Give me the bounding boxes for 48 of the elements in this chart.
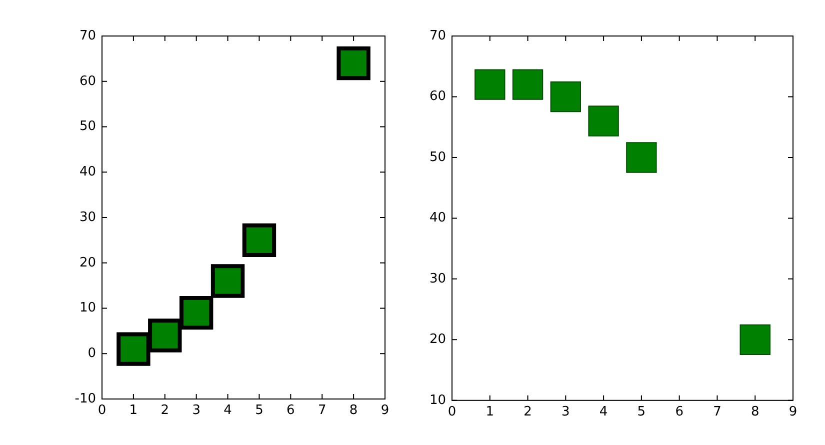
- x-tick-label: 0: [98, 403, 106, 418]
- point: [179, 296, 214, 330]
- x-tick-label: 8: [349, 403, 358, 418]
- point: [740, 324, 770, 356]
- y-tick-label: 0: [88, 346, 96, 361]
- y-tick-label: 60: [79, 74, 96, 89]
- point: [116, 332, 150, 366]
- x-tick-label: 1: [486, 404, 494, 420]
- y-tick-label: 70: [79, 28, 96, 44]
- point: [626, 142, 657, 173]
- y-tick-label: 10: [79, 300, 96, 316]
- x-tick-label: 8: [750, 404, 760, 420]
- x-tick-label: 5: [637, 404, 646, 420]
- point: [210, 264, 245, 298]
- y-tick-label: 70: [429, 28, 446, 44]
- y-tick-label: 20: [429, 332, 446, 348]
- point: [474, 69, 506, 100]
- y-tick-label: 60: [429, 89, 446, 104]
- x-tick-label: 1: [129, 403, 138, 418]
- point: [512, 69, 544, 100]
- x-tick-label: 6: [675, 404, 684, 420]
- y-tick-label: -10: [74, 391, 96, 406]
- x-tick-label: 2: [160, 403, 170, 418]
- point: [242, 223, 276, 258]
- x-tick-label: 4: [224, 403, 232, 418]
- x-tick-label: 4: [599, 404, 608, 420]
- x-tick-label: 2: [524, 404, 532, 420]
- point: [336, 46, 370, 80]
- x-tick-label: 5: [255, 403, 264, 418]
- x-tick-label: 6: [286, 403, 295, 418]
- y-tick-label: 30: [429, 271, 446, 286]
- y-tick-label: 20: [79, 255, 96, 270]
- x-tick-label: 9: [788, 404, 798, 420]
- point: [550, 81, 582, 112]
- y-tick-label: 50: [429, 150, 446, 165]
- x-tick-label: 3: [192, 403, 200, 418]
- y-tick-label: 50: [79, 119, 96, 134]
- x-tick-label: 7: [713, 404, 722, 420]
- y-tick-label: 40: [429, 210, 446, 226]
- y-tick-label: 40: [79, 164, 96, 180]
- x-tick-label: 0: [448, 404, 456, 420]
- point: [588, 106, 619, 136]
- x-tick-label: 9: [380, 403, 390, 418]
- x-tick-label: 3: [562, 404, 570, 420]
- point: [148, 318, 182, 352]
- y-tick-label: 10: [429, 392, 446, 408]
- x-tick-label: 7: [318, 403, 326, 418]
- y-tick-label: 30: [79, 210, 96, 225]
